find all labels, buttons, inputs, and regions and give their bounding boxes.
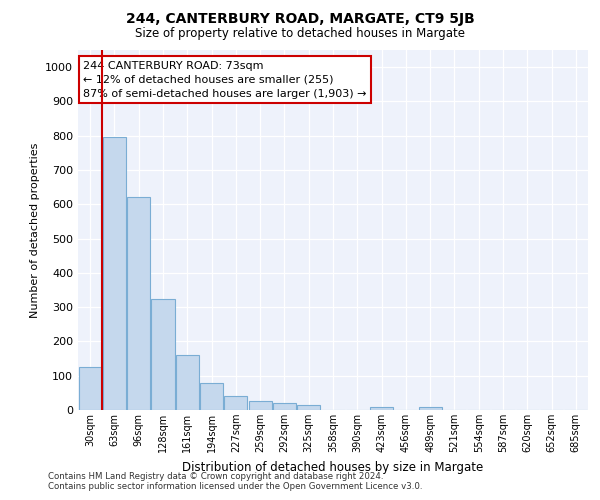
Bar: [127, 198, 150, 410]
Bar: [79, 367, 101, 410]
Text: Size of property relative to detached houses in Margate: Size of property relative to detached ho…: [135, 28, 465, 40]
Bar: [370, 406, 393, 410]
Bar: [248, 400, 272, 410]
Text: Contains public sector information licensed under the Open Government Licence v3: Contains public sector information licen…: [48, 482, 422, 491]
Bar: [151, 298, 175, 410]
Bar: [297, 404, 320, 410]
Text: Contains HM Land Registry data © Crown copyright and database right 2024.: Contains HM Land Registry data © Crown c…: [48, 472, 383, 481]
Text: 244 CANTERBURY ROAD: 73sqm
← 12% of detached houses are smaller (255)
87% of sem: 244 CANTERBURY ROAD: 73sqm ← 12% of deta…: [83, 61, 367, 99]
Y-axis label: Number of detached properties: Number of detached properties: [29, 142, 40, 318]
Bar: [200, 384, 223, 410]
Bar: [103, 138, 126, 410]
Bar: [176, 355, 199, 410]
Bar: [224, 396, 247, 410]
Bar: [419, 406, 442, 410]
Text: 244, CANTERBURY ROAD, MARGATE, CT9 5JB: 244, CANTERBURY ROAD, MARGATE, CT9 5JB: [125, 12, 475, 26]
Bar: [273, 403, 296, 410]
X-axis label: Distribution of detached houses by size in Margate: Distribution of detached houses by size …: [182, 460, 484, 473]
